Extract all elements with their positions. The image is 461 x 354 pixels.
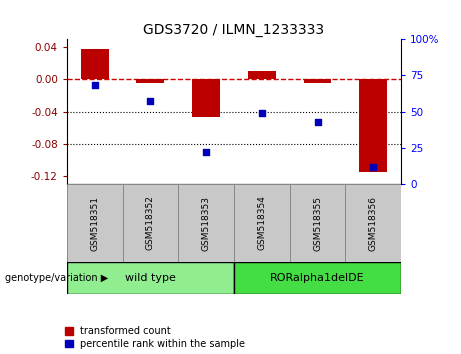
Text: GSM518351: GSM518351 — [90, 195, 99, 251]
Bar — [67, 184, 123, 262]
Text: GSM518353: GSM518353 — [201, 195, 211, 251]
Point — [202, 149, 210, 155]
Bar — [192, 79, 220, 117]
Bar — [359, 79, 387, 172]
Point — [258, 110, 266, 116]
Title: GDS3720 / ILMN_1233333: GDS3720 / ILMN_1233333 — [143, 23, 325, 36]
Legend: transformed count, percentile rank within the sample: transformed count, percentile rank withi… — [65, 326, 245, 349]
Bar — [178, 184, 234, 262]
Bar — [248, 71, 276, 79]
Point — [314, 119, 321, 125]
Text: GSM518355: GSM518355 — [313, 195, 322, 251]
Text: GSM518356: GSM518356 — [369, 195, 378, 251]
Text: GSM518354: GSM518354 — [257, 195, 266, 251]
Bar — [81, 48, 109, 79]
Bar — [67, 262, 234, 294]
Bar — [345, 184, 401, 262]
Bar — [123, 184, 178, 262]
Bar — [304, 79, 331, 83]
Text: GSM518352: GSM518352 — [146, 195, 155, 251]
Bar — [136, 79, 164, 83]
Text: RORalpha1delDE: RORalpha1delDE — [270, 273, 365, 283]
Bar — [290, 184, 345, 262]
Point — [370, 164, 377, 170]
Point — [147, 98, 154, 104]
Bar — [234, 262, 401, 294]
Bar — [234, 184, 290, 262]
Text: genotype/variation ▶: genotype/variation ▶ — [5, 273, 108, 283]
Point — [91, 82, 98, 88]
Text: wild type: wild type — [125, 273, 176, 283]
